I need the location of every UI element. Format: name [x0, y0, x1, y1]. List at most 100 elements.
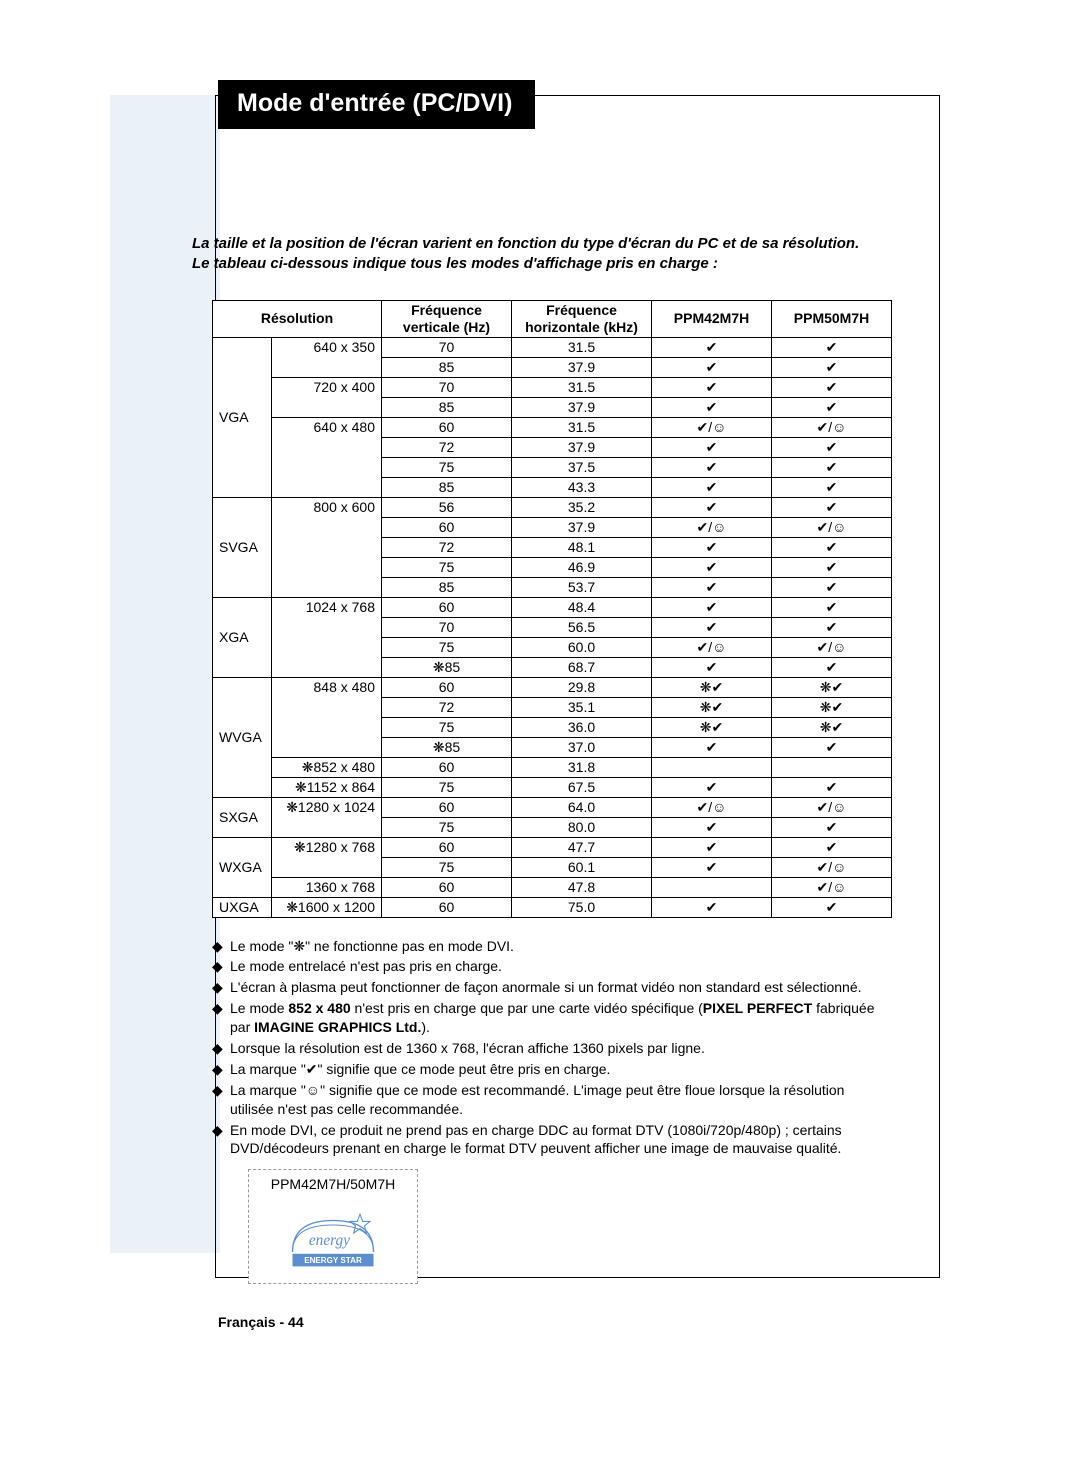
bullet-icon: ◆	[212, 978, 230, 997]
value-cell: 60.1	[512, 857, 652, 877]
value-cell: ❋85	[382, 737, 512, 757]
value-cell: ✔	[652, 557, 772, 577]
note-item: ◆La marque "✔" signifie que ce mode peut…	[212, 1059, 892, 1080]
value-cell: 43.3	[512, 477, 652, 497]
value-cell: ✔	[652, 597, 772, 617]
value-cell: ✔	[652, 537, 772, 557]
value-cell: 60	[382, 517, 512, 537]
value-cell: ✔/☺	[652, 517, 772, 537]
value-cell: ✔	[652, 577, 772, 597]
table-row: 1360 x 7686047.8✔/☺	[213, 877, 892, 897]
value-cell: 72	[382, 437, 512, 457]
intro-line1: La taille et la position de l'écran vari…	[192, 235, 859, 252]
value-cell: ✔/☺	[652, 417, 772, 437]
value-cell: ✔	[772, 817, 892, 837]
value-cell: ❋✔	[772, 697, 892, 717]
value-cell: ✔	[772, 777, 892, 797]
value-cell: 64.0	[512, 797, 652, 817]
value-cell: 80.0	[512, 817, 652, 837]
value-cell: 75	[382, 457, 512, 477]
resolution-cell: 640 x 480	[272, 417, 382, 497]
value-cell: 75	[382, 777, 512, 797]
value-cell: 60	[382, 877, 512, 897]
value-cell: ✔	[772, 397, 892, 417]
value-cell: ✔	[772, 597, 892, 617]
energy-star-box: PPM42M7H/50M7H energy ENERGY STAR	[248, 1169, 418, 1284]
value-cell: ❋✔	[652, 697, 772, 717]
table-row: 720 x 4007031.5✔✔	[213, 377, 892, 397]
value-cell: 85	[382, 357, 512, 377]
value-cell: 68.7	[512, 657, 652, 677]
category-cell: XGA	[213, 597, 272, 677]
resolution-cell: ❋1600 x 1200	[272, 897, 382, 917]
value-cell: 29.8	[512, 677, 652, 697]
value-cell: 37.9	[512, 437, 652, 457]
value-cell: 35.1	[512, 697, 652, 717]
value-cell: 53.7	[512, 577, 652, 597]
th-hfreq-l1: Fréquence	[546, 302, 617, 318]
bullet-icon: ◆	[212, 937, 230, 956]
th-model2: PPM50M7H	[772, 300, 892, 337]
value-cell: 70	[382, 617, 512, 637]
resolution-cell: ❋1280 x 1024	[272, 797, 382, 837]
bullet-icon: ◆	[212, 1121, 230, 1159]
note-text: Le mode 852 x 480 n'est pris en charge q…	[230, 999, 892, 1037]
value-cell: 72	[382, 537, 512, 557]
resolution-cell: 1024 x 768	[272, 597, 382, 677]
value-cell: ✔	[652, 437, 772, 457]
value-cell: ✔/☺	[652, 637, 772, 657]
value-cell: ✔	[652, 837, 772, 857]
value-cell: ✔	[772, 497, 892, 517]
value-cell: 75	[382, 637, 512, 657]
value-cell: 37.9	[512, 397, 652, 417]
value-cell: 72	[382, 697, 512, 717]
value-cell: ✔	[772, 337, 892, 357]
value-cell: 75	[382, 857, 512, 877]
value-cell	[652, 757, 772, 777]
category-cell: WVGA	[213, 677, 272, 797]
value-cell: 70	[382, 377, 512, 397]
category-cell: VGA	[213, 337, 272, 497]
category-cell: SVGA	[213, 497, 272, 597]
resolution-cell: 848 x 480	[272, 677, 382, 757]
intro-text: La taille et la position de l'écran vari…	[192, 234, 940, 275]
bullet-icon: ◆	[212, 999, 230, 1037]
value-cell: ✔	[652, 497, 772, 517]
value-cell: 60	[382, 837, 512, 857]
value-cell: 37.0	[512, 737, 652, 757]
value-cell: 60.0	[512, 637, 652, 657]
table-row: VGA640 x 3507031.5✔✔	[213, 337, 892, 357]
th-resolution: Résolution	[213, 300, 382, 337]
value-cell: ✔	[772, 477, 892, 497]
value-cell	[772, 757, 892, 777]
resolution-cell: 720 x 400	[272, 377, 382, 417]
value-cell: ✔	[772, 737, 892, 757]
resolution-cell: 800 x 600	[272, 497, 382, 597]
value-cell: 75	[382, 817, 512, 837]
resolution-cell: 640 x 350	[272, 337, 382, 377]
value-cell: ❋✔	[772, 677, 892, 697]
value-cell: 37.9	[512, 517, 652, 537]
resolution-cell: ❋852 x 480	[272, 757, 382, 777]
value-cell: ✔/☺	[652, 797, 772, 817]
note-text: Le mode entrelacé n'est pas pris en char…	[230, 957, 892, 976]
value-cell: ✔	[652, 617, 772, 637]
note-text: Lorsque la résolution est de 1360 x 768,…	[230, 1039, 892, 1058]
value-cell: ✔/☺	[772, 417, 892, 437]
note-text: En mode DVI, ce produit ne prend pas en …	[230, 1121, 892, 1159]
value-cell: 60	[382, 797, 512, 817]
th-vfreq-l1: Fréquence	[411, 302, 482, 318]
note-item: ◆Le mode "❋" ne fonctionne pas en mode D…	[212, 936, 892, 957]
table-row: UXGA❋1600 x 12006075.0✔✔	[213, 897, 892, 917]
bullet-icon: ◆	[212, 1081, 230, 1119]
value-cell: ✔	[772, 437, 892, 457]
th-hfreq-l2: horizontale (kHz)	[525, 319, 638, 335]
value-cell: ✔/☺	[772, 797, 892, 817]
value-cell: ✔	[772, 357, 892, 377]
value-cell: 70	[382, 337, 512, 357]
value-cell: ❋85	[382, 657, 512, 677]
badge-label: PPM42M7H/50M7H	[257, 1176, 409, 1192]
category-cell: WXGA	[213, 837, 272, 897]
value-cell: 31.5	[512, 417, 652, 437]
value-cell: 47.7	[512, 837, 652, 857]
